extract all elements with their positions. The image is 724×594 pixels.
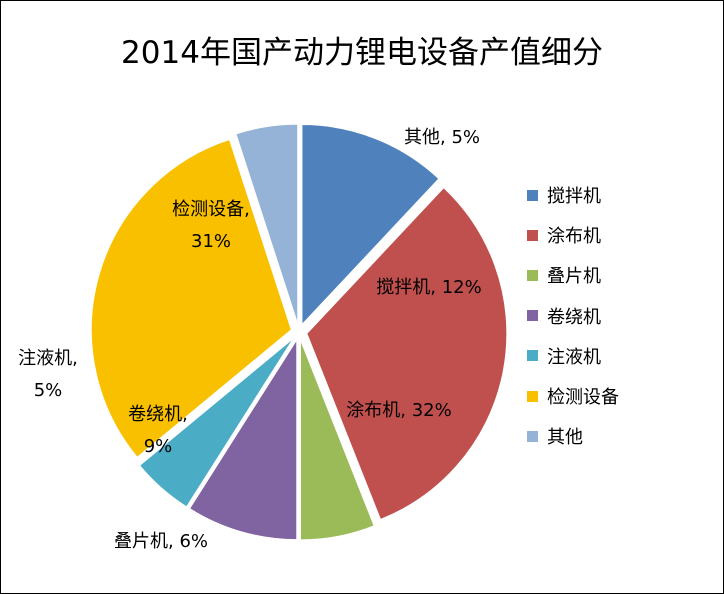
data-label-5: 注液机, 5% xyxy=(18,348,78,401)
pie-slice-5 xyxy=(138,337,295,508)
pie-slice-3 xyxy=(299,339,375,541)
legend-item-3: 叠片机 xyxy=(527,255,619,295)
pie-slice-1 xyxy=(301,124,440,326)
data-label-3: 叠片机, 6% xyxy=(114,531,208,552)
legend-label: 叠片机 xyxy=(547,266,601,288)
legend-swatch xyxy=(527,229,538,241)
legend-swatch xyxy=(527,189,538,201)
data-label-6: 检测设备, 31% xyxy=(172,199,250,252)
legend-item-1: 搅拌机 xyxy=(527,175,619,215)
legend-item-6: 检测设备 xyxy=(527,376,619,416)
data-label-4: 卷绕机, 9% xyxy=(128,404,188,457)
legend-label: 注液机 xyxy=(547,346,601,368)
legend-item-4: 卷绕机 xyxy=(527,296,619,336)
legend-swatch xyxy=(527,310,538,322)
data-label-1: 搅拌机, 12% xyxy=(376,277,482,298)
legend-item-7: 其他 xyxy=(527,416,619,456)
legend-label: 涂布机 xyxy=(547,226,601,248)
data-label-7: 其他, 5% xyxy=(404,127,480,148)
chart-title: 2014年国产动力锂电设备产值细分 xyxy=(121,35,603,71)
data-label-2: 涂布机, 32% xyxy=(346,400,452,421)
legend-label: 搅拌机 xyxy=(547,186,601,208)
legend-item-5: 注液机 xyxy=(527,336,619,376)
legend-swatch xyxy=(527,269,538,281)
legend-swatch xyxy=(527,350,538,362)
legend-swatch xyxy=(527,390,538,402)
chart-legend: 搅拌机涂布机叠片机卷绕机注液机检测设备其他 xyxy=(527,175,619,456)
pie-slice-4 xyxy=(188,337,298,541)
legend-label: 检测设备 xyxy=(547,387,619,409)
legend-label: 卷绕机 xyxy=(547,306,601,328)
legend-swatch xyxy=(527,430,538,442)
pie-slice-7 xyxy=(235,123,299,325)
pie-slice-2 xyxy=(306,186,508,521)
legend-item-2: 涂布机 xyxy=(527,215,619,255)
pie-slice-6 xyxy=(90,138,292,458)
legend-label: 其他 xyxy=(547,427,583,449)
